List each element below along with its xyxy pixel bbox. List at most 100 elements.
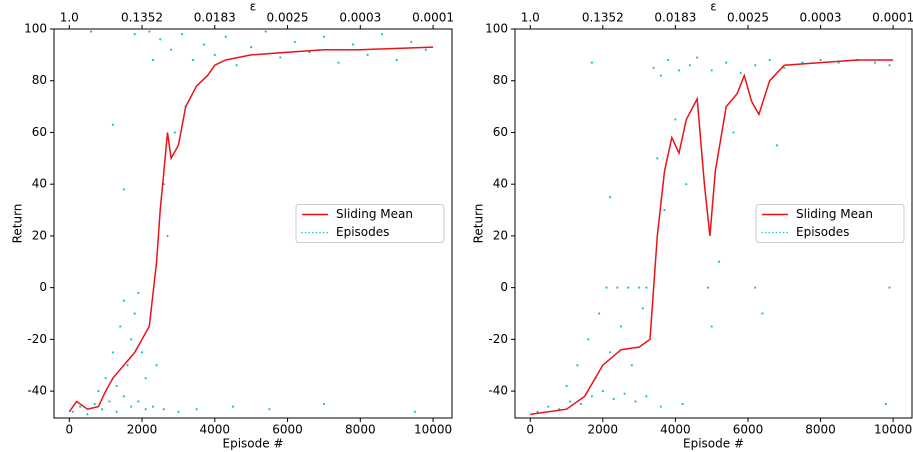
y-tick-label: 80 (32, 73, 47, 87)
y-tick-label: -20 (27, 332, 47, 346)
episode-point (616, 286, 619, 289)
episode-point (706, 286, 710, 289)
episode-point (645, 286, 648, 289)
episode-point (202, 43, 205, 46)
episode-point (688, 64, 692, 67)
x-tick-label: 8000 (805, 423, 836, 437)
legend-dot (761, 231, 763, 234)
episode-point (395, 58, 398, 62)
episode-point (133, 312, 136, 315)
episode-point (608, 351, 612, 354)
episode-point (180, 33, 184, 36)
episode-point (231, 405, 235, 408)
episode-point (122, 395, 125, 398)
legend-dot (322, 231, 325, 234)
episode-point (93, 402, 96, 406)
episode-point (126, 364, 129, 367)
episode-point (681, 402, 684, 406)
episode-point (130, 338, 133, 341)
episode-point (547, 405, 550, 408)
legend-label: Sliding Mean (796, 207, 873, 221)
x2-tick-label: 0.0183 (194, 11, 236, 25)
x2-axis-label: ε (250, 0, 257, 14)
episode-point (162, 408, 165, 411)
legend-dot (764, 231, 767, 234)
episode-point (170, 48, 173, 51)
sliding-mean-line (68, 46, 434, 413)
episode-point (623, 392, 626, 395)
episode-point (111, 351, 115, 354)
episode-point (424, 48, 427, 51)
y-tick-label: -40 (488, 384, 508, 398)
episode-point (224, 35, 227, 38)
y-tick-label: 100 (485, 22, 508, 36)
episode-point (144, 377, 147, 380)
legend-box (295, 204, 445, 243)
x2-tick-label: 0.0001 (872, 11, 913, 25)
episode-point (410, 40, 413, 44)
legend-dot (319, 231, 321, 234)
episode-point (696, 56, 699, 59)
episode-point (235, 64, 238, 67)
x-tick-label: 4000 (200, 423, 231, 437)
episode-point (652, 66, 655, 69)
legend-dot (782, 231, 785, 234)
episode-point (111, 123, 115, 126)
episode-point (663, 208, 666, 212)
episode-point (79, 405, 82, 408)
episode-point (739, 71, 742, 75)
episode-point (754, 64, 757, 67)
episode-point (717, 260, 721, 263)
y-tick-label: 0 (39, 280, 47, 294)
episode-point (122, 188, 125, 191)
episode-point (108, 400, 111, 403)
episode-point (725, 61, 728, 64)
y-axis-label: Return (472, 204, 486, 244)
episode-point (590, 395, 594, 398)
legend-dot (312, 231, 314, 234)
legend-label: Episodes (796, 225, 849, 239)
episode-point (148, 30, 151, 33)
episode-point (619, 325, 623, 328)
y-tick-label: 0 (500, 280, 508, 294)
episode-point (144, 408, 147, 411)
episode-point (710, 69, 713, 72)
x2-tick-label: 0.1352 (582, 11, 624, 25)
y-tick-label: -20 (488, 332, 508, 346)
episode-point (630, 364, 633, 367)
episode-point (656, 157, 659, 160)
legend-label: Sliding Mean (336, 207, 413, 221)
x2-tick-label: 0.0003 (339, 11, 381, 25)
episode-point (413, 410, 416, 413)
episode-point (612, 397, 615, 400)
y-tick-label: 100 (24, 22, 47, 36)
plot-frame (53, 28, 453, 419)
x2-tick-label: 0.0001 (412, 11, 454, 25)
x-tick-label: 6000 (272, 423, 303, 437)
episode-point (151, 58, 155, 62)
episode-point (659, 74, 662, 77)
episode-point (536, 410, 539, 413)
legend-dot (772, 231, 774, 234)
episode-point (293, 40, 296, 44)
episode-point (119, 325, 122, 328)
y-axis-label: Return (11, 204, 25, 244)
episode-point (768, 58, 771, 62)
legend-dot (315, 231, 318, 234)
legend-dot (786, 231, 788, 234)
episode-point (104, 377, 107, 380)
episode-point (638, 286, 641, 289)
y-tick-label: 40 (32, 177, 47, 191)
x-tick-label: 6000 (733, 423, 764, 437)
x2-tick-label: 0.0183 (654, 11, 696, 25)
episode-point (155, 364, 158, 367)
episode-point (569, 400, 572, 403)
episode-point (627, 286, 630, 289)
episode-point (86, 413, 89, 416)
y-tick-label: 60 (32, 125, 47, 139)
episode-point (166, 234, 169, 238)
y-tick-label: -40 (27, 384, 47, 398)
episode-point (598, 312, 601, 315)
episode-point (137, 291, 140, 294)
